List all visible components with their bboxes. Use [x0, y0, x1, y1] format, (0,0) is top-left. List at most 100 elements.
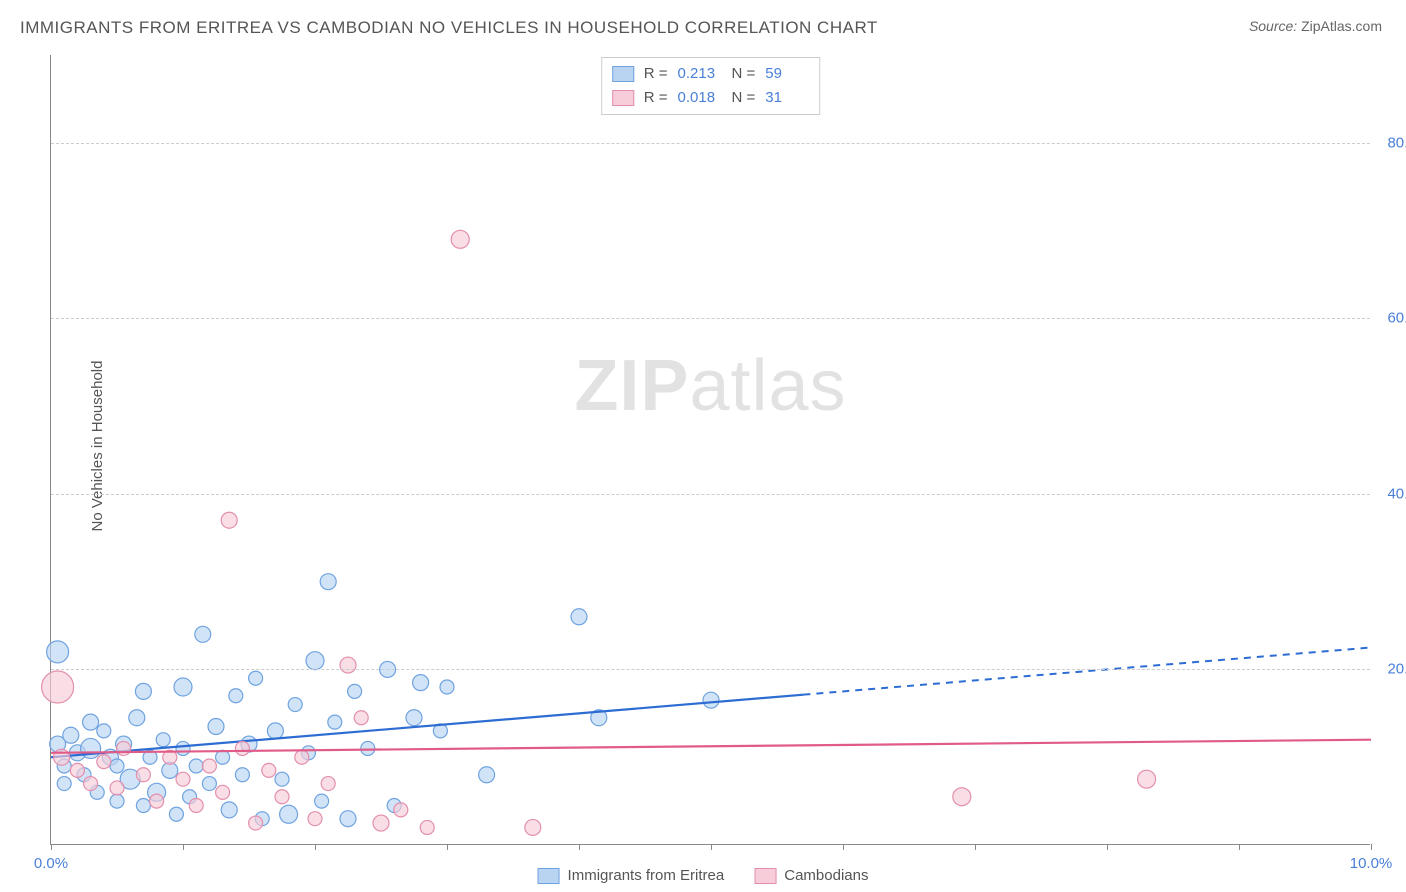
series-swatch	[612, 66, 634, 82]
data-point	[406, 710, 422, 726]
x-tick	[1239, 844, 1240, 850]
series-swatch	[612, 90, 634, 106]
data-point	[280, 805, 298, 823]
data-point	[47, 641, 69, 663]
data-point	[202, 759, 216, 773]
data-point	[84, 777, 98, 791]
data-point	[235, 768, 249, 782]
stat-r-value: 0.018	[678, 86, 722, 110]
data-point	[440, 680, 454, 694]
scatter-svg	[51, 55, 1370, 844]
data-point	[110, 794, 124, 808]
data-point	[373, 815, 389, 831]
chart-plot-area: ZIPatlas R =0.213N =59R =0.018N =31 20.0…	[50, 55, 1370, 845]
x-tick	[447, 844, 448, 850]
data-point	[57, 777, 71, 791]
stat-r-label: R =	[644, 86, 668, 110]
legend-swatch	[754, 868, 776, 884]
data-point	[70, 763, 84, 777]
data-point	[176, 741, 190, 755]
data-point	[571, 609, 587, 625]
data-point	[288, 698, 302, 712]
data-point	[229, 689, 243, 703]
data-point	[340, 657, 356, 673]
data-point	[479, 767, 495, 783]
y-tick-label: 80.0%	[1375, 134, 1406, 151]
data-point	[136, 799, 150, 813]
data-point	[235, 741, 249, 755]
data-point	[320, 574, 336, 590]
data-point	[110, 781, 124, 795]
data-point	[348, 684, 362, 698]
data-point	[249, 816, 263, 830]
data-point	[110, 759, 124, 773]
data-point	[129, 710, 145, 726]
legend-label: Cambodians	[784, 867, 868, 884]
legend-item: Immigrants from Eritrea	[538, 867, 725, 884]
stat-n-value: 31	[765, 86, 809, 110]
x-tick	[843, 844, 844, 850]
data-point	[221, 802, 237, 818]
data-point	[83, 714, 99, 730]
data-point	[202, 777, 216, 791]
x-tick-label-min: 0.0%	[34, 855, 68, 872]
data-point	[451, 230, 469, 248]
data-point	[216, 785, 230, 799]
data-point	[262, 763, 276, 777]
source-name: ZipAtlas.com	[1301, 18, 1382, 34]
x-tick	[1371, 844, 1372, 850]
data-point	[208, 719, 224, 735]
legend-swatch	[538, 868, 560, 884]
x-tick	[711, 844, 712, 850]
source-label: Source:	[1249, 18, 1297, 34]
data-point	[420, 820, 434, 834]
data-point	[216, 750, 230, 764]
chart-title: IMMIGRANTS FROM ERITREA VS CAMBODIAN NO …	[20, 18, 878, 38]
data-point	[1138, 770, 1156, 788]
data-point	[63, 727, 79, 743]
data-point	[97, 755, 111, 769]
stat-n-value: 59	[765, 62, 809, 86]
data-point	[42, 671, 74, 703]
x-tick	[51, 844, 52, 850]
data-point	[174, 678, 192, 696]
data-point	[135, 683, 151, 699]
data-point	[315, 794, 329, 808]
stat-r-label: R =	[644, 62, 668, 86]
data-point	[525, 819, 541, 835]
data-point	[195, 626, 211, 642]
data-point	[275, 790, 289, 804]
gridline	[51, 318, 1370, 319]
stat-n-label: N =	[732, 86, 756, 110]
legend-label: Immigrants from Eritrea	[568, 867, 725, 884]
data-point	[169, 807, 183, 821]
source-attribution: Source: ZipAtlas.com	[1249, 18, 1382, 34]
stat-r-value: 0.213	[678, 62, 722, 86]
gridline	[51, 143, 1370, 144]
data-point	[189, 759, 203, 773]
data-point	[136, 768, 150, 782]
x-tick	[579, 844, 580, 850]
x-tick	[315, 844, 316, 850]
data-point	[117, 741, 131, 755]
data-point	[249, 671, 263, 685]
y-tick-label: 20.0%	[1375, 661, 1406, 678]
data-point	[340, 811, 356, 827]
data-point	[321, 777, 335, 791]
stats-row: R = 0.018 N = 31	[612, 86, 810, 110]
gridline	[51, 669, 1370, 670]
y-tick-label: 40.0%	[1375, 485, 1406, 502]
trend-line-dashed	[803, 648, 1371, 695]
data-point	[275, 772, 289, 786]
x-tick	[183, 844, 184, 850]
data-point	[97, 724, 111, 738]
stats-row: R =0.213N =59	[612, 62, 810, 86]
data-point	[394, 803, 408, 817]
data-point	[189, 799, 203, 813]
data-point	[267, 723, 283, 739]
data-point	[413, 675, 429, 691]
data-point	[308, 812, 322, 826]
data-point	[221, 512, 237, 528]
correlation-stats-legend: R = 0.213 N = 59R = 0.018 N = 31	[601, 57, 821, 115]
data-point	[156, 733, 170, 747]
